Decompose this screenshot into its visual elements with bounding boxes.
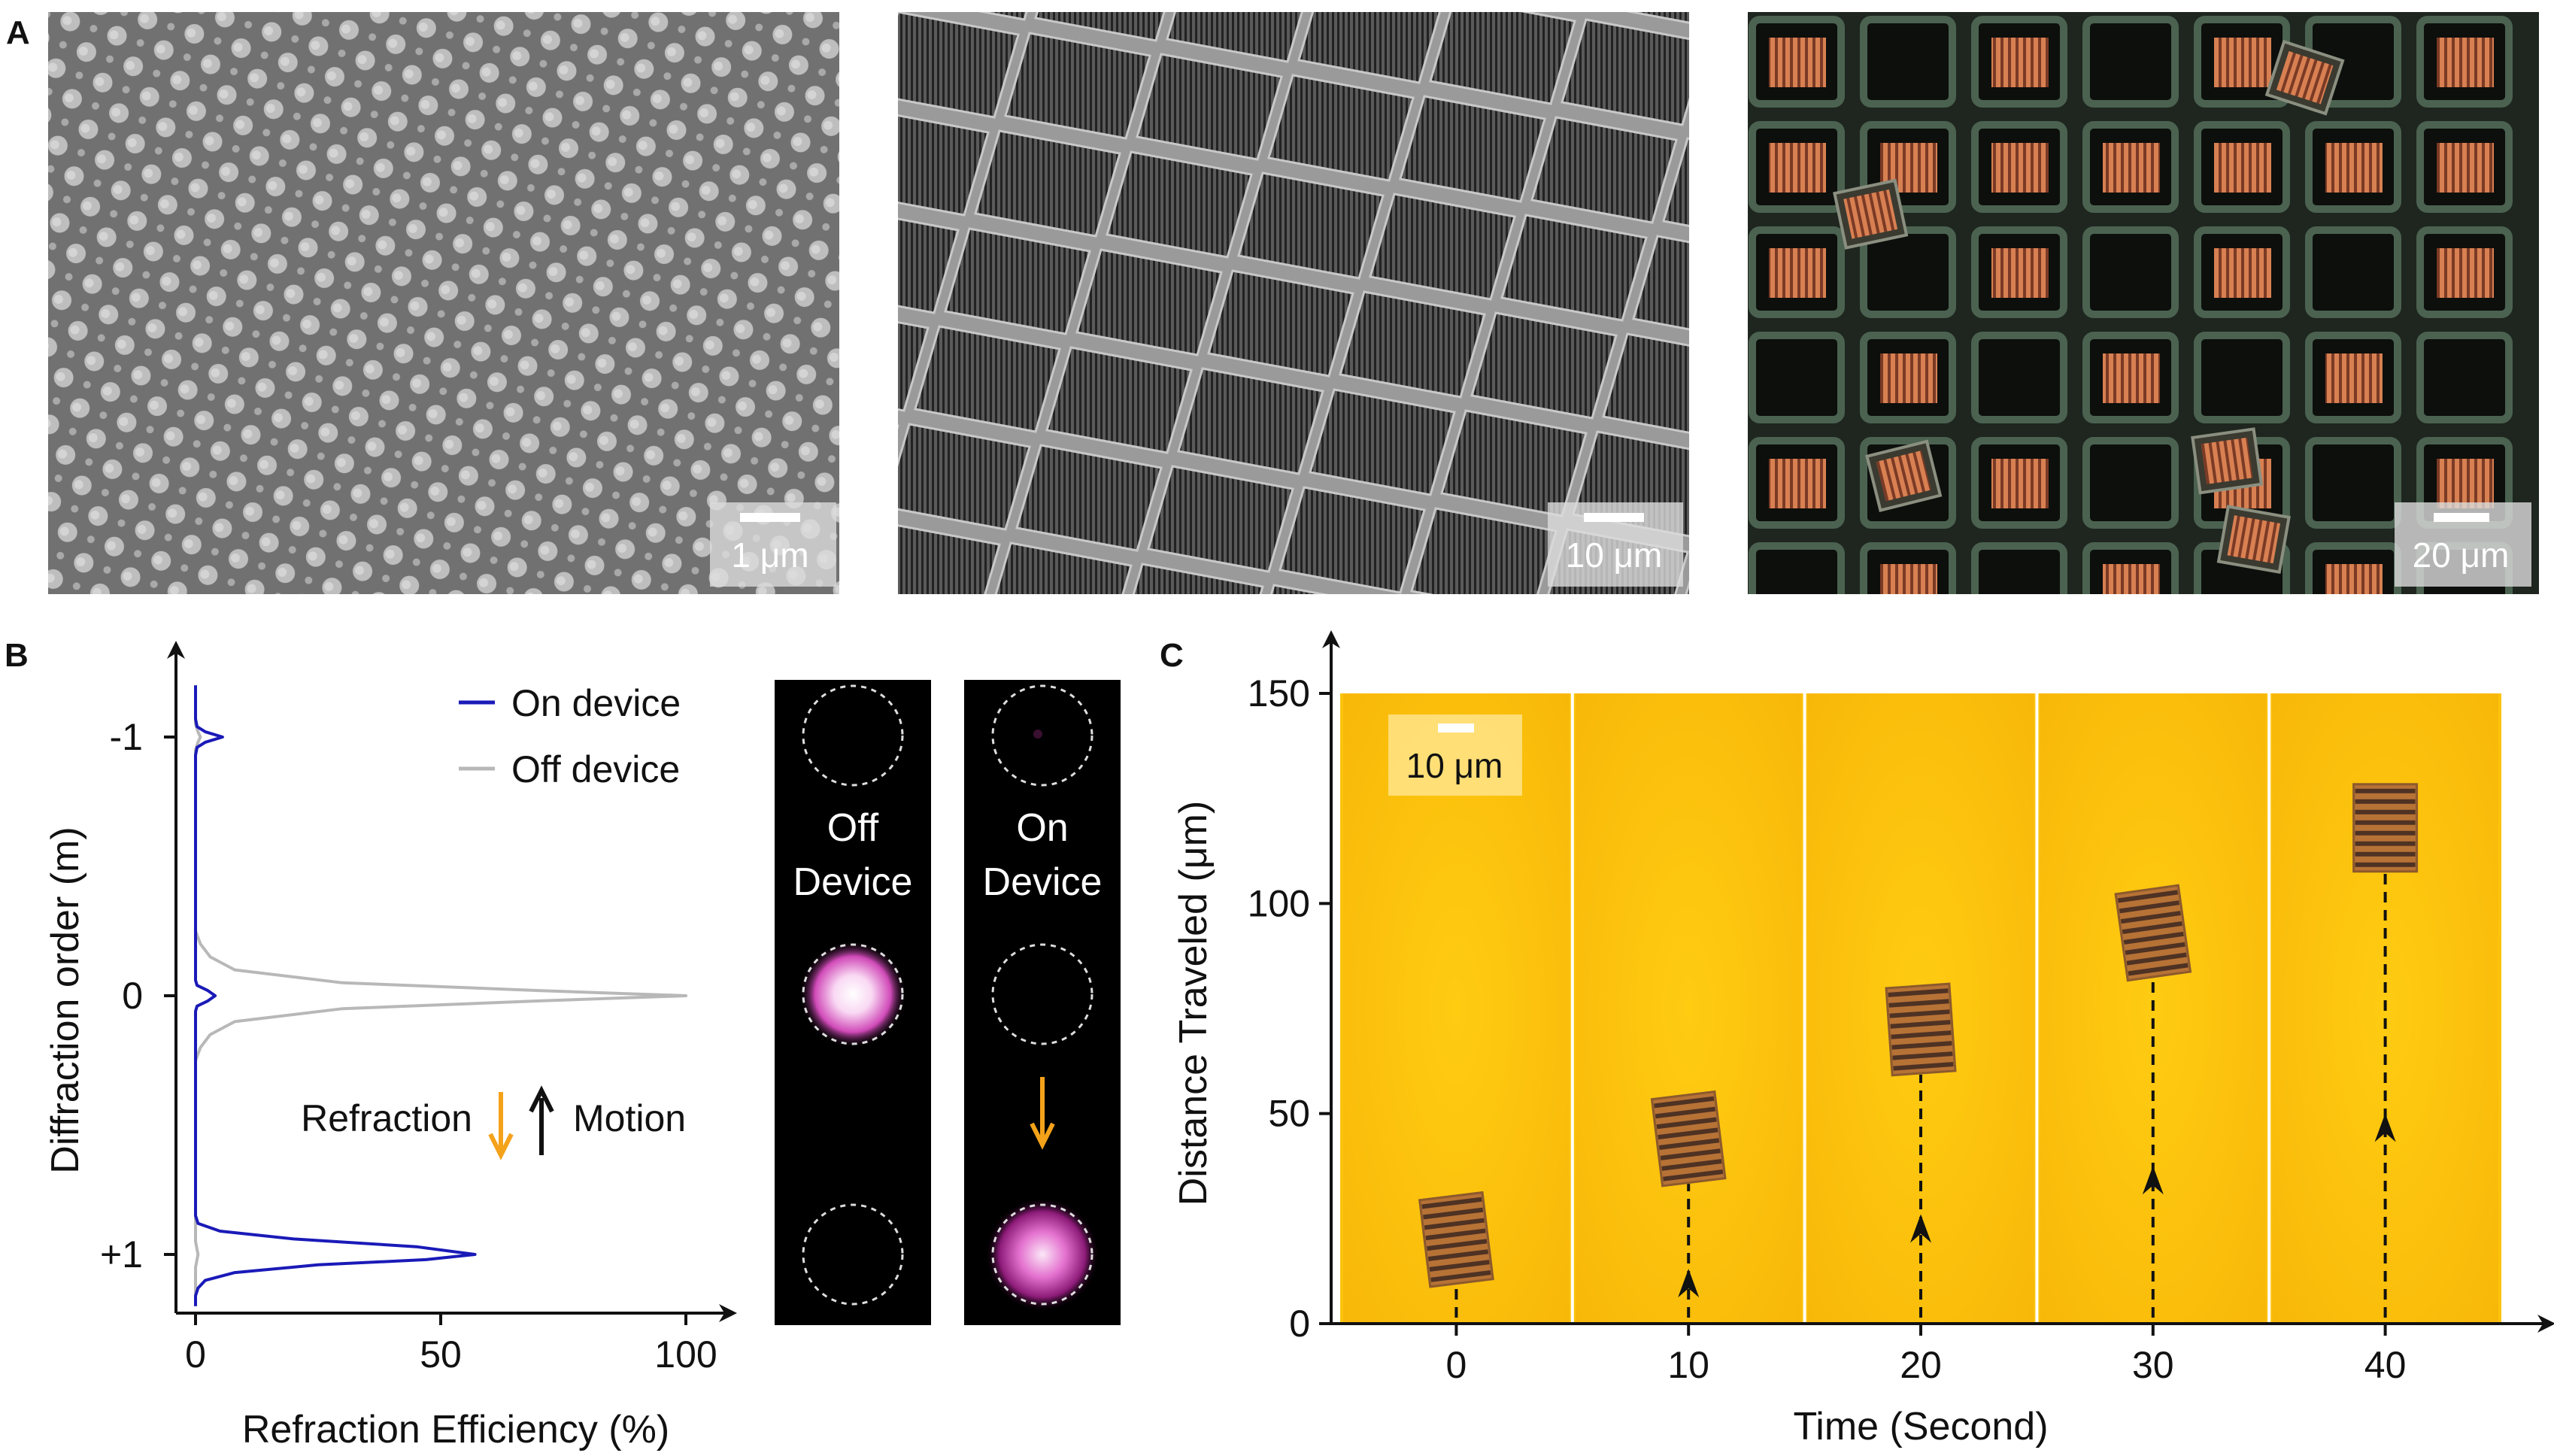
- scale-bar: [1584, 513, 1644, 522]
- microdevice-marker: [1418, 1191, 1494, 1288]
- x-tick-label: 100: [654, 1333, 717, 1376]
- microdevice-marker: [2352, 783, 2419, 873]
- scale-bar: [740, 513, 800, 522]
- y-axis-label: Distance Traveled (μm): [1172, 801, 1215, 1206]
- y-tick-label: 150: [1248, 672, 1310, 714]
- microdevice-marker: [1650, 1090, 1727, 1188]
- video-frame: [1575, 693, 1802, 1324]
- scale-bar-label: 10 μm: [1566, 535, 1663, 575]
- scale-bar: [2434, 513, 2489, 522]
- motion-label: Motion: [573, 1097, 686, 1139]
- x-axis-label: Time (Second): [1793, 1405, 2048, 1448]
- scale-bar-label: 20 μm: [2413, 535, 2510, 575]
- trajectory-arrow: [2374, 1113, 2396, 1142]
- panel-a-label: A: [6, 14, 30, 51]
- panel-b-label: B: [5, 637, 29, 674]
- scale-bar-label: 1 μm: [731, 535, 808, 575]
- microdevice-marker: [1885, 982, 1957, 1077]
- on-device-spot-image: On Device: [964, 680, 1121, 1325]
- diffraction-chart: 0 50 100 -1 0 +1 Refraction Efficiency (%) Diff…: [44, 641, 737, 1451]
- x-tick-label: 20: [1900, 1344, 1942, 1386]
- y-tick-label: -1: [110, 716, 143, 758]
- y-tick-label: 0: [122, 975, 143, 1017]
- x-tick-label: 0: [1445, 1344, 1467, 1386]
- y-tick-label: +1: [100, 1233, 143, 1276]
- legend-entry: On device: [511, 682, 681, 724]
- trajectory-arrow: [1910, 1214, 1931, 1243]
- spot-label-line1: Off: [827, 806, 879, 850]
- sem-grating-array-image: 10 μm: [898, 12, 1689, 594]
- distance-time-chart: 0 10 20 30 40 0 50 100 150 Time (Second) Distance …: [1172, 630, 2554, 1448]
- y-tick-label: 0: [1289, 1303, 1310, 1345]
- scale-bar: [1438, 723, 1474, 733]
- refraction-label: Refraction: [301, 1097, 472, 1139]
- y-axis-label: Diffraction order (m): [44, 827, 87, 1173]
- off-device-spot-image: Off Device: [775, 680, 931, 1325]
- x-tick-label: 10: [1667, 1344, 1709, 1386]
- x-tick-label: 30: [2132, 1344, 2174, 1386]
- x-axis-label: Refraction Efficiency (%): [242, 1408, 669, 1451]
- scale-bar-c: 10 μm: [1388, 714, 1522, 796]
- legend-entry: Off device: [511, 748, 680, 790]
- spot-label-line2: Device: [793, 860, 913, 904]
- y-tick-label: 50: [1268, 1093, 1310, 1135]
- zero-order-spot: [799, 940, 907, 1048]
- sem-nanopillars-image: 1 μm: [48, 12, 839, 594]
- x-tick-label: 40: [2364, 1344, 2407, 1386]
- y-tick-label: 100: [1248, 882, 1310, 924]
- first-order-spot: [985, 1197, 1100, 1312]
- scale-bar-label: 10 μm: [1406, 746, 1503, 785]
- trajectory-arrow: [1678, 1269, 1700, 1298]
- on-device-line: [194, 685, 477, 1306]
- optical-micrograph-image: 20 μm: [1748, 12, 2539, 594]
- x-tick-label: 0: [185, 1333, 206, 1376]
- microdevice-marker: [2114, 884, 2192, 982]
- spot-label-line1: On: [1016, 806, 1068, 850]
- x-tick-label: 50: [420, 1333, 462, 1376]
- spot-label-line2: Device: [983, 860, 1103, 904]
- refraction-motion-annotation: Refraction Motion: [301, 1085, 686, 1160]
- panel-c-label: C: [1160, 637, 1184, 674]
- trajectory-arrow: [2142, 1166, 2164, 1195]
